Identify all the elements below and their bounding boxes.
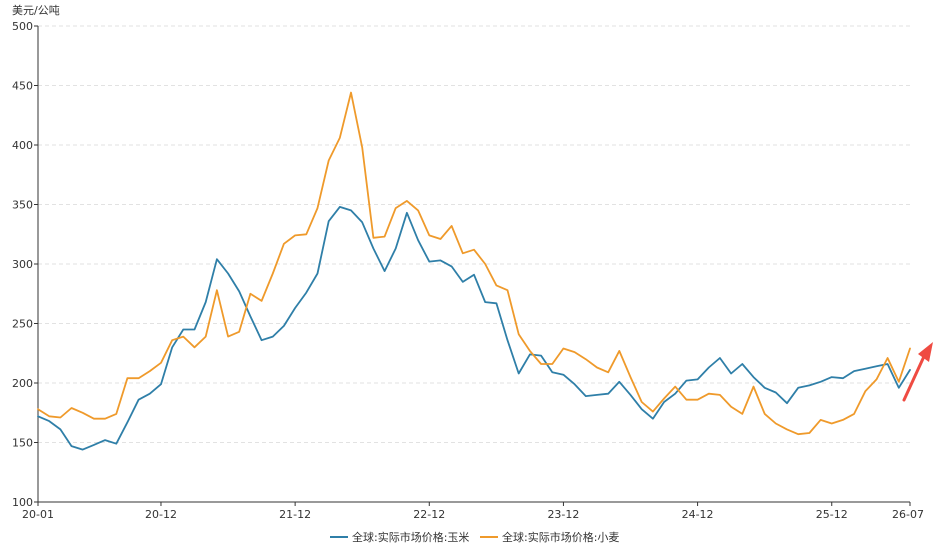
- y-tick-label: 300: [12, 258, 33, 271]
- x-tick-label: 20-12: [145, 508, 177, 521]
- legend-label: 全球:实际市场价格:小麦: [502, 530, 619, 544]
- y-tick-label: 200: [12, 377, 33, 390]
- x-tick-label: 21-12: [279, 508, 311, 521]
- x-tick-label: 20-01: [22, 508, 54, 521]
- y-tick-label: 450: [12, 80, 33, 93]
- y-tick-label: 400: [12, 139, 33, 152]
- y-tick-label: 500: [12, 20, 33, 33]
- legend-item-corn[interactable]: 全球:实际市场价格:玉米: [330, 530, 469, 544]
- x-tick-label: 23-12: [547, 508, 579, 521]
- y-axis-ticks: 100 150 200 250 300 350 400 450 500: [12, 20, 38, 509]
- y-tick-label: 150: [12, 437, 33, 450]
- x-tick-label: 25-12: [816, 508, 848, 521]
- y-tick-label: 250: [12, 318, 33, 331]
- x-axis-ticks: 20-01 20-12 21-12 22-12 23-12 24-12 25-12 26-07: [22, 502, 924, 521]
- y-tick-label: 350: [12, 199, 33, 212]
- trend-arrow-annotation: [902, 342, 933, 402]
- y-tick-label: 100: [12, 496, 33, 509]
- arrow-shaft: [902, 350, 928, 402]
- x-tick-label: 26-07: [892, 508, 924, 521]
- y-axis-unit-label: 美元/公吨: [12, 4, 60, 17]
- legend[interactable]: 全球:实际市场价格:玉米 全球:实际市场价格:小麦: [330, 530, 619, 544]
- legend-label: 全球:实际市场价格:玉米: [352, 530, 469, 544]
- x-tick-label: 22-12: [413, 508, 445, 521]
- grid-lines: [38, 25, 910, 443]
- arrow-head: [918, 342, 933, 362]
- series-line-corn: [37, 205, 911, 451]
- series-line-wheat: [37, 91, 911, 436]
- x-tick-label: 24-12: [682, 508, 714, 521]
- legend-item-wheat[interactable]: 全球:实际市场价格:小麦: [480, 530, 619, 544]
- series-layer: [37, 91, 911, 451]
